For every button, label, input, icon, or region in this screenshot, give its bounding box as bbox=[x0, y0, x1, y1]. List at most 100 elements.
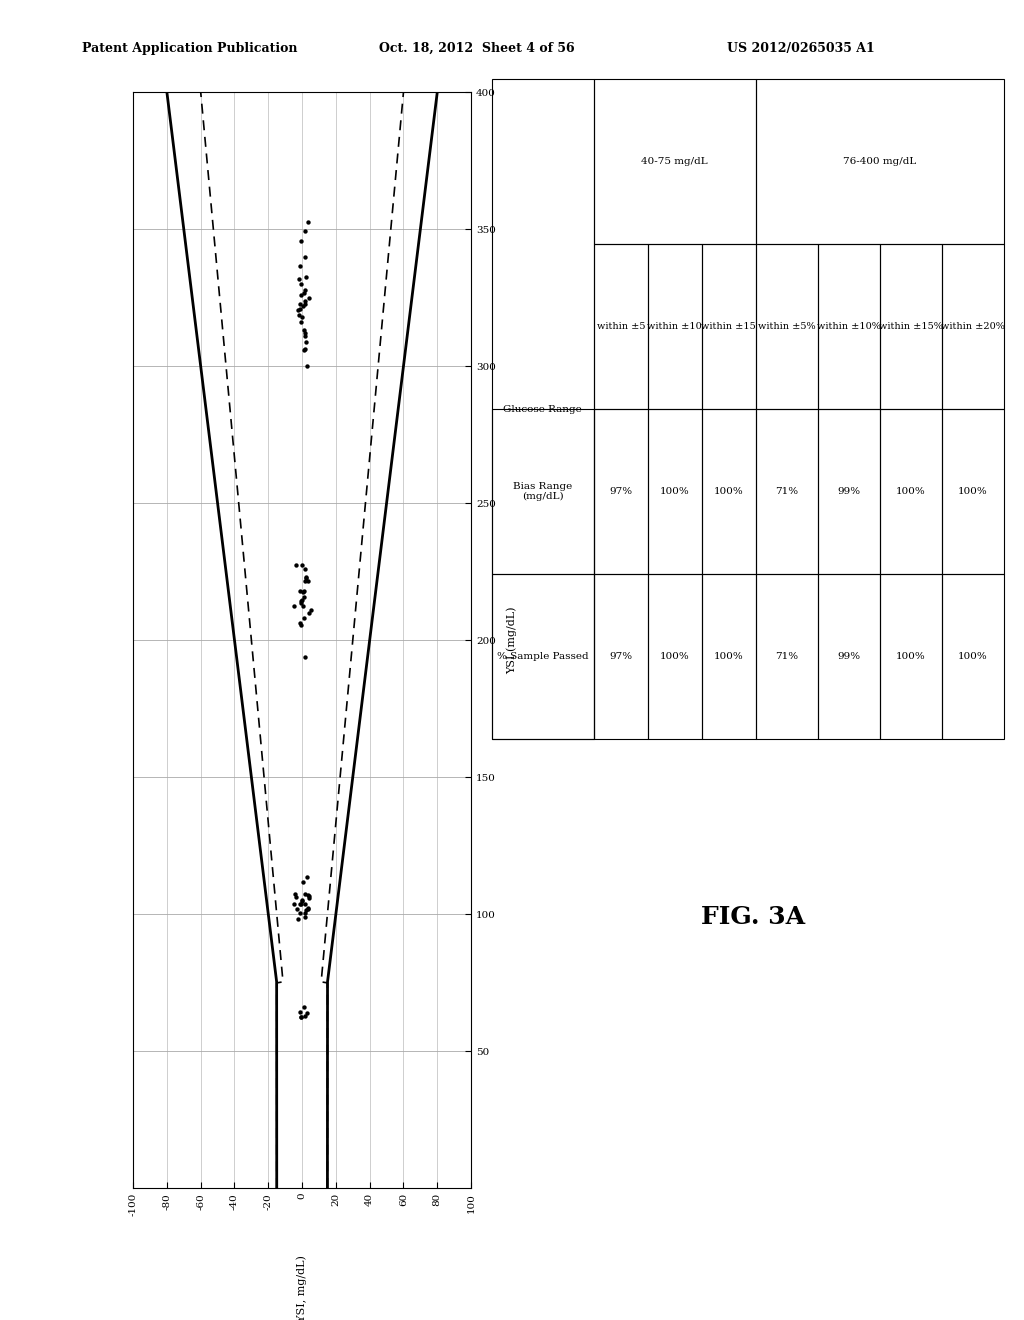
Bar bbox=[648, 244, 701, 409]
Point bbox=[289, 898, 305, 919]
Point bbox=[297, 900, 313, 921]
Point bbox=[297, 645, 313, 667]
Point bbox=[296, 586, 312, 607]
Point bbox=[293, 615, 309, 636]
Bar bbox=[701, 409, 756, 574]
Text: 97%: 97% bbox=[609, 652, 633, 661]
Point bbox=[298, 331, 314, 352]
Point bbox=[296, 607, 312, 628]
Point bbox=[294, 890, 310, 911]
Text: Oct. 18, 2012  Sheet 4 of 56: Oct. 18, 2012 Sheet 4 of 56 bbox=[379, 42, 574, 55]
Bar bbox=[648, 574, 701, 739]
Point bbox=[297, 322, 313, 343]
Point bbox=[295, 296, 311, 317]
Point bbox=[300, 570, 316, 591]
Point bbox=[297, 280, 313, 301]
Point bbox=[301, 286, 317, 308]
Point bbox=[300, 211, 316, 232]
Text: US 2012/0265035 A1: US 2012/0265035 A1 bbox=[727, 42, 874, 55]
Point bbox=[300, 603, 316, 624]
Bar bbox=[594, 574, 648, 739]
Point bbox=[297, 570, 313, 591]
Bar bbox=[594, 79, 756, 244]
Point bbox=[297, 883, 313, 904]
Point bbox=[293, 590, 309, 611]
X-axis label: Error (EGV-YSI, mg/dL): Error (EGV-YSI, mg/dL) bbox=[297, 1255, 307, 1320]
Point bbox=[301, 886, 317, 907]
Bar bbox=[941, 244, 1004, 409]
Text: % Sample Passed: % Sample Passed bbox=[497, 652, 589, 661]
Point bbox=[292, 581, 308, 602]
Point bbox=[294, 554, 310, 576]
Point bbox=[296, 339, 312, 360]
Point bbox=[300, 899, 316, 920]
Point bbox=[297, 1006, 313, 1027]
Point bbox=[297, 894, 313, 915]
Point bbox=[292, 1006, 308, 1027]
Point bbox=[292, 903, 308, 924]
Point bbox=[292, 612, 308, 634]
Point bbox=[296, 290, 312, 312]
Point bbox=[294, 306, 310, 327]
Point bbox=[294, 595, 310, 616]
Point bbox=[297, 294, 313, 315]
Point bbox=[293, 273, 309, 294]
Bar bbox=[648, 409, 701, 574]
Bar bbox=[880, 574, 941, 739]
Bar bbox=[756, 79, 1004, 244]
Point bbox=[293, 593, 309, 614]
Point bbox=[295, 871, 311, 892]
Text: 100%: 100% bbox=[714, 652, 743, 661]
Point bbox=[296, 997, 312, 1018]
Bar bbox=[817, 574, 880, 739]
Point bbox=[296, 319, 312, 341]
Text: FIG. 3A: FIG. 3A bbox=[700, 906, 805, 929]
Point bbox=[294, 589, 310, 610]
Bar bbox=[492, 409, 594, 574]
Point bbox=[299, 1002, 315, 1023]
Text: within ±20%: within ±20% bbox=[941, 322, 1005, 331]
Point bbox=[297, 339, 313, 360]
Point bbox=[301, 887, 317, 908]
Point bbox=[297, 568, 313, 589]
Point bbox=[293, 894, 309, 915]
Bar bbox=[701, 574, 756, 739]
Point bbox=[296, 282, 312, 304]
Point bbox=[292, 1002, 308, 1023]
Point bbox=[293, 312, 309, 333]
Point bbox=[297, 325, 313, 346]
Point bbox=[290, 908, 306, 929]
Text: Patent Application Publication: Patent Application Publication bbox=[82, 42, 297, 55]
Text: Bias Range
(mg/dL): Bias Range (mg/dL) bbox=[513, 482, 572, 502]
Text: within ±10: within ±10 bbox=[647, 322, 702, 331]
Bar bbox=[756, 409, 817, 574]
Point bbox=[286, 894, 302, 915]
Point bbox=[300, 884, 316, 906]
Point bbox=[292, 894, 308, 915]
Text: 71%: 71% bbox=[775, 652, 798, 661]
Point bbox=[296, 903, 312, 924]
Text: 71%: 71% bbox=[775, 487, 798, 496]
Point bbox=[292, 1006, 308, 1027]
Bar bbox=[817, 409, 880, 574]
Point bbox=[292, 293, 308, 314]
Point bbox=[293, 231, 309, 252]
Text: 100%: 100% bbox=[659, 487, 689, 496]
Point bbox=[298, 566, 314, 587]
Text: 100%: 100% bbox=[896, 487, 926, 496]
Point bbox=[297, 906, 313, 927]
Point bbox=[292, 298, 308, 319]
Point bbox=[298, 356, 314, 378]
Text: 99%: 99% bbox=[837, 487, 860, 496]
Point bbox=[296, 247, 312, 268]
Bar bbox=[594, 244, 648, 409]
Text: 76-400 mg/dL: 76-400 mg/dL bbox=[843, 157, 916, 166]
Bar bbox=[594, 409, 648, 574]
Bar bbox=[880, 244, 941, 409]
Text: 100%: 100% bbox=[957, 652, 987, 661]
Text: 100%: 100% bbox=[714, 487, 743, 496]
Text: 40-75 mg/dL: 40-75 mg/dL bbox=[641, 157, 708, 166]
Text: within ±15: within ±15 bbox=[701, 322, 756, 331]
Text: 99%: 99% bbox=[837, 652, 860, 661]
Point bbox=[286, 595, 302, 616]
